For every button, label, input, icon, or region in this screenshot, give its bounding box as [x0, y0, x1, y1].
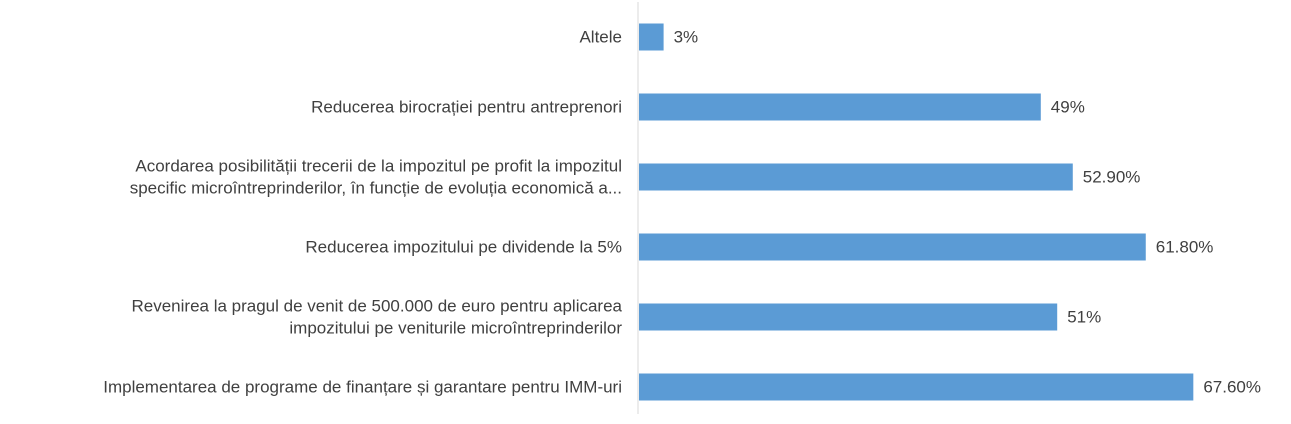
category-label-2: Acordarea posibilității trecerii de la i… [130, 157, 622, 198]
bars [639, 23, 1194, 401]
category-label-4-line-1: impozitului pe veniturile microîntreprin… [289, 319, 622, 338]
category-labels: Altele Reducerea birocrației pentru antre… [103, 28, 622, 397]
bar-2 [639, 163, 1073, 191]
category-label-5: Implementarea de programe de finanțare ș… [103, 378, 622, 397]
data-label-3: 61.80% [1156, 238, 1214, 257]
data-label-5: 67.60% [1203, 378, 1261, 397]
category-label-4: Revenirea la pragul de venit de 500.000 … [131, 297, 622, 338]
category-label-5-line-0: Implementarea de programe de finanțare ș… [103, 378, 622, 397]
bar-4 [639, 303, 1058, 331]
category-label-3: Reducerea impozitului pe dividende la 5% [305, 238, 622, 257]
bar-5 [639, 373, 1194, 401]
data-label-4: 51% [1067, 308, 1101, 327]
category-label-2-line-1: specific microîntreprinderilor, în funcț… [130, 179, 622, 198]
data-label-2: 52.90% [1083, 168, 1141, 187]
category-label-3-line-0: Reducerea impozitului pe dividende la 5% [305, 238, 622, 257]
data-labels: 3% 49% 52.90% 61.80% 51% 67.60% [674, 28, 1261, 397]
category-label-0: Altele [579, 28, 622, 47]
category-label-1-line-0: Reducerea birocrației pentru antreprenor… [311, 98, 622, 117]
bar-3 [639, 233, 1146, 261]
bar-0 [639, 23, 664, 51]
data-label-0: 3% [674, 28, 699, 47]
category-label-4-line-0: Revenirea la pragul de venit de 500.000 … [131, 297, 622, 316]
category-label-2-line-0: Acordarea posibilității trecerii de la i… [135, 157, 622, 176]
data-label-1: 49% [1051, 98, 1085, 117]
category-label-1: Reducerea birocrației pentru antreprenor… [311, 98, 622, 117]
category-label-0-line-0: Altele [579, 28, 622, 47]
bar-1 [639, 93, 1041, 121]
